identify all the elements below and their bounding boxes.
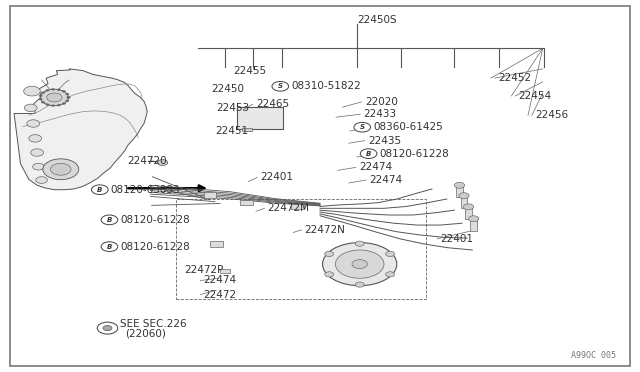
Circle shape — [38, 98, 42, 100]
Text: 22472M: 22472M — [268, 203, 310, 213]
Bar — [456, 187, 463, 197]
Circle shape — [354, 122, 371, 132]
Text: A99OC 005: A99OC 005 — [571, 351, 616, 360]
Bar — [291, 204, 304, 209]
Circle shape — [360, 149, 377, 158]
Circle shape — [101, 242, 118, 251]
Circle shape — [62, 90, 66, 93]
Bar — [220, 269, 230, 273]
Bar — [240, 200, 253, 205]
Circle shape — [459, 193, 469, 199]
Circle shape — [43, 159, 79, 180]
Bar — [204, 192, 216, 198]
Text: 22452: 22452 — [498, 73, 531, 83]
Text: 22453: 22453 — [216, 103, 250, 113]
Circle shape — [65, 93, 69, 95]
Circle shape — [51, 88, 55, 90]
Circle shape — [355, 282, 364, 287]
Text: 22020: 22020 — [365, 97, 397, 107]
Circle shape — [157, 160, 168, 166]
Text: 22472: 22472 — [204, 290, 237, 299]
Text: 08310-51822: 08310-51822 — [292, 81, 362, 91]
Circle shape — [45, 103, 49, 106]
Text: 22472N: 22472N — [305, 225, 346, 235]
Bar — [176, 199, 426, 299]
Text: 08120-63033: 08120-63033 — [110, 185, 180, 195]
Circle shape — [92, 185, 108, 195]
Circle shape — [352, 260, 367, 269]
Circle shape — [468, 216, 479, 222]
Circle shape — [36, 177, 47, 183]
Text: 22401: 22401 — [440, 234, 474, 244]
Text: SEE SEC.226: SEE SEC.226 — [120, 319, 187, 328]
Circle shape — [33, 163, 44, 170]
Circle shape — [29, 135, 42, 142]
Bar — [237, 107, 283, 129]
Text: B: B — [97, 187, 102, 193]
Circle shape — [323, 243, 397, 286]
Circle shape — [41, 101, 45, 103]
Circle shape — [45, 89, 49, 92]
Circle shape — [24, 86, 40, 96]
Text: 08360-61425: 08360-61425 — [373, 122, 443, 132]
Text: (22060): (22060) — [125, 328, 166, 338]
Text: 22450: 22450 — [211, 84, 244, 93]
Circle shape — [57, 89, 61, 91]
Circle shape — [97, 322, 118, 334]
Circle shape — [27, 120, 40, 127]
Text: 22454: 22454 — [518, 91, 552, 101]
Text: 22465: 22465 — [256, 99, 289, 109]
Text: 22474: 22474 — [204, 276, 237, 285]
Text: B: B — [107, 217, 112, 223]
Text: B: B — [107, 244, 112, 250]
Circle shape — [386, 251, 395, 257]
Circle shape — [335, 250, 384, 278]
Circle shape — [355, 241, 364, 246]
Circle shape — [101, 215, 118, 225]
Circle shape — [454, 182, 465, 188]
Circle shape — [67, 96, 70, 99]
Text: 08120-61228: 08120-61228 — [120, 215, 190, 225]
Text: 22435: 22435 — [368, 136, 401, 145]
Text: 224720: 224720 — [127, 156, 167, 166]
Text: 22433: 22433 — [364, 109, 397, 119]
Circle shape — [103, 326, 112, 331]
Circle shape — [24, 104, 37, 112]
Bar — [465, 208, 472, 219]
Circle shape — [386, 272, 395, 277]
Circle shape — [51, 105, 55, 107]
Circle shape — [463, 204, 474, 210]
Text: B: B — [366, 151, 371, 157]
Text: 08120-61228: 08120-61228 — [120, 242, 190, 251]
Text: 08120-61228: 08120-61228 — [379, 149, 449, 158]
Text: S: S — [360, 124, 365, 130]
Circle shape — [62, 102, 66, 105]
Circle shape — [38, 94, 42, 97]
Polygon shape — [14, 69, 147, 190]
Bar — [461, 197, 467, 208]
Circle shape — [324, 272, 333, 277]
Text: 22450S: 22450S — [357, 16, 397, 25]
Circle shape — [47, 93, 62, 102]
Circle shape — [324, 251, 333, 257]
Circle shape — [57, 104, 61, 106]
Bar — [470, 220, 477, 231]
Text: 22451: 22451 — [215, 126, 248, 136]
Circle shape — [65, 100, 69, 102]
Circle shape — [272, 81, 289, 91]
Text: S: S — [278, 83, 283, 89]
Text: 22401: 22401 — [260, 173, 294, 182]
Text: 22472P: 22472P — [184, 265, 224, 275]
Circle shape — [40, 89, 68, 106]
Bar — [242, 128, 252, 131]
Bar — [210, 241, 223, 247]
Circle shape — [31, 149, 44, 156]
Circle shape — [51, 163, 71, 175]
Text: 22474: 22474 — [359, 163, 392, 172]
Text: 22474: 22474 — [369, 175, 403, 185]
Circle shape — [41, 92, 45, 94]
Text: 22455: 22455 — [234, 66, 267, 76]
Circle shape — [67, 96, 70, 99]
Text: 22456: 22456 — [535, 110, 568, 120]
